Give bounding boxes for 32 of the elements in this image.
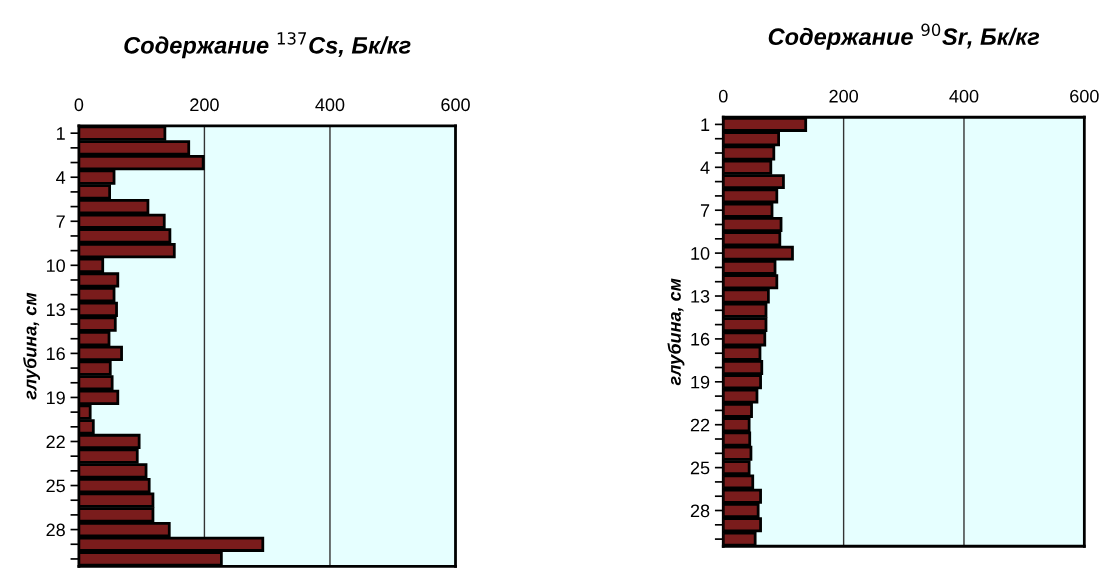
y-tick-label: 10: [46, 259, 65, 273]
y-tick-label: 1: [701, 118, 710, 131]
y-tick-label: 16: [691, 332, 710, 346]
x-tick-label: 0: [718, 89, 728, 103]
x-tick-label: 200: [829, 89, 858, 103]
y-tick-label: 25: [690, 461, 710, 475]
y-tick-label: 7: [56, 215, 65, 228]
x-tick-label: 400: [949, 89, 979, 103]
y-tick-label: 13: [46, 303, 65, 317]
y-tick-label: 19: [691, 375, 710, 389]
y-axis-title: глубина, см: [667, 278, 685, 386]
y-tick-label: 22: [46, 435, 65, 449]
y-tick-label: 28: [690, 504, 710, 518]
y-tick-label: 10: [691, 247, 710, 260]
chart-title: Содержание $^{90}$Sr, Бк/кг: [768, 23, 1040, 50]
y-tick-label: 28: [46, 523, 65, 537]
x-tick-label: 600: [1070, 89, 1099, 103]
x-tick-label: 600: [441, 98, 470, 112]
y-tick-label: 1: [57, 127, 65, 140]
y-axis-title: глубина, см: [23, 292, 41, 400]
chart-title: Содержание $^{137}$Cs, Бк/кг: [124, 32, 411, 59]
x-tick-label: 200: [190, 98, 219, 112]
y-tick-label: 4: [700, 161, 710, 174]
y-tick-label: 4: [56, 171, 66, 184]
x-tick-label: 400: [315, 98, 345, 112]
x-tick-label: 0: [74, 98, 84, 112]
y-tick-label: 19: [46, 391, 65, 405]
y-tick-label: 16: [46, 347, 65, 361]
y-tick-label: 7: [700, 204, 710, 217]
y-tick-label: 13: [691, 289, 710, 303]
y-tick-label: 22: [690, 418, 710, 432]
y-tick-label: 25: [46, 479, 65, 493]
